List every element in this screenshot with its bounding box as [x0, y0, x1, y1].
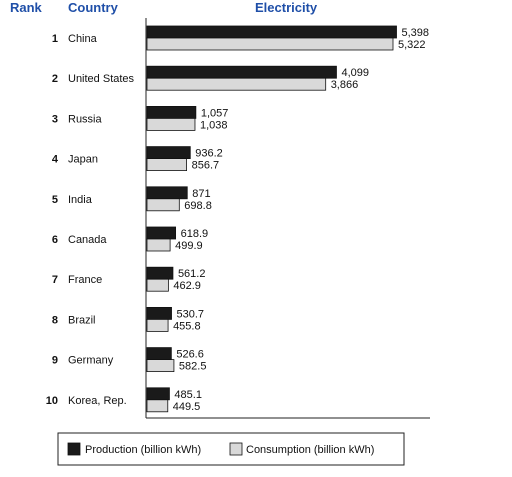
consumption-value-label: 5,322: [398, 39, 426, 51]
production-value-label: 936.2: [195, 148, 223, 160]
consumption-value-label: 1,038: [200, 119, 228, 131]
production-bar: [146, 306, 172, 320]
production-value-label: 618.9: [181, 228, 209, 240]
country-header: Country: [68, 0, 119, 15]
consumption-value-label: 462.9: [173, 280, 201, 292]
production-bar: [146, 266, 174, 280]
country-label: Germany: [68, 355, 114, 367]
chart-title: Electricity: [255, 0, 318, 15]
consumption-value-label: 856.7: [192, 160, 220, 172]
rank-label: 5: [52, 194, 58, 206]
production-value-label: 4,099: [341, 67, 369, 79]
legend: Production (billion kWh) Consumption (bi…: [57, 432, 405, 466]
rank-header: Rank: [10, 0, 43, 15]
rank-label: 4: [52, 154, 59, 166]
rank-label: 2: [52, 73, 58, 85]
production-value-label: 561.2: [178, 268, 206, 280]
production-bar: [146, 226, 177, 240]
country-label: India: [68, 194, 93, 206]
rank-label: 3: [52, 113, 58, 125]
country-label: Russia: [68, 113, 103, 125]
production-value-label: 1,057: [201, 107, 229, 119]
production-bar: [146, 347, 172, 361]
legend-label-consumption: Consumption (billion kWh): [246, 444, 374, 456]
consumption-bar: [146, 158, 187, 172]
consumption-bar: [146, 238, 171, 252]
consumption-bar: [146, 37, 394, 51]
consumption-value-label: 455.8: [173, 320, 201, 332]
production-value-label: 5,398: [402, 27, 430, 39]
country-label: Brazil: [68, 314, 96, 326]
consumption-bar: [146, 399, 169, 413]
legend-label-production: Production (billion kWh): [85, 444, 201, 456]
production-value-label: 530.7: [177, 308, 205, 320]
production-value-label: 871: [192, 188, 210, 200]
production-bar: [146, 387, 170, 401]
consumption-bar: [146, 198, 180, 212]
rank-label: 1: [52, 33, 58, 45]
rank-label: 10: [46, 395, 58, 407]
country-label: United States: [68, 73, 135, 85]
consumption-value-label: 3,866: [331, 79, 359, 91]
consumption-bar: [146, 278, 169, 292]
country-label: France: [68, 274, 102, 286]
country-label: Korea, Rep.: [68, 395, 127, 407]
production-bar: [146, 106, 197, 119]
rank-label: 6: [52, 234, 58, 246]
production-bar: [146, 25, 397, 39]
consumption-value-label: 582.5: [179, 361, 207, 373]
production-bar: [146, 186, 188, 200]
rank-label: 7: [52, 274, 58, 286]
consumption-bar: [146, 77, 327, 91]
rank-label: 8: [52, 314, 58, 326]
legend-swatch-consumption: [229, 442, 243, 456]
production-value-label: 526.6: [176, 349, 204, 361]
consumption-value-label: 449.5: [173, 401, 201, 413]
production-bar: [146, 146, 191, 160]
consumption-bar: [146, 318, 169, 332]
rank-label: 9: [52, 355, 58, 367]
production-value-label: 485.1: [174, 389, 202, 401]
consumption-value-label: 499.9: [175, 240, 203, 252]
legend-swatch-production: [67, 442, 81, 456]
consumption-bar: [146, 359, 175, 373]
country-label: Canada: [68, 234, 107, 246]
country-label: China: [68, 33, 98, 45]
consumption-bar: [146, 118, 196, 131]
consumption-value-label: 698.8: [184, 200, 212, 212]
production-bar: [146, 65, 337, 79]
country-label: Japan: [68, 154, 98, 166]
